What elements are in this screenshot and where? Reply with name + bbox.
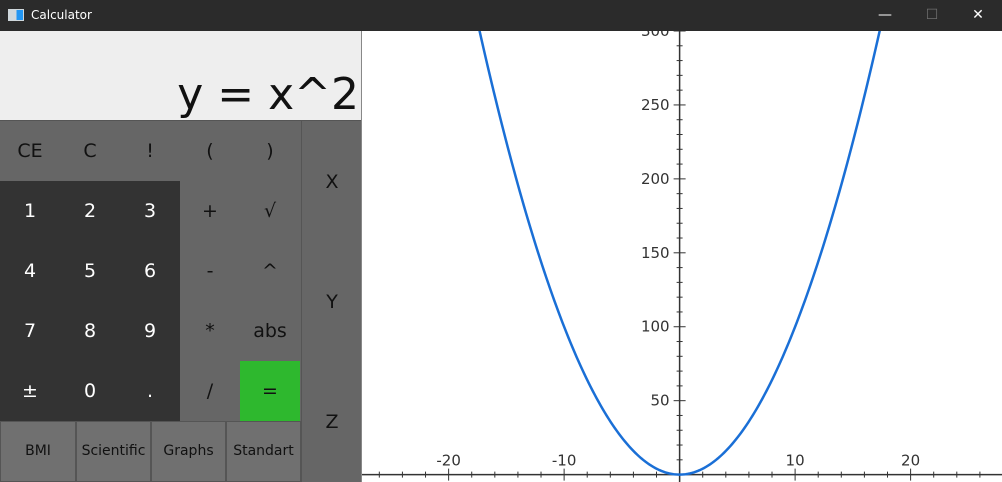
key-equals[interactable]: =	[240, 361, 300, 421]
key-8[interactable]: 8	[60, 301, 120, 361]
key-close-paren[interactable]: )	[266, 140, 274, 162]
graph-panel[interactable]: -20 -10 10 20 50 100 150 200 250 300	[361, 31, 1002, 482]
key-var-z[interactable]: Z	[325, 411, 339, 433]
mode-graphs-button[interactable]: Graphs	[151, 421, 226, 482]
mode-bmi-button[interactable]: BMI	[0, 421, 76, 482]
key-4[interactable]: 4	[0, 241, 60, 301]
key-5[interactable]: 5	[60, 241, 120, 301]
key-7[interactable]: 7	[0, 301, 60, 361]
x-tick-label: 20	[901, 452, 920, 470]
mode-standard-button[interactable]: Standart	[226, 421, 301, 482]
y-tick-label: 150	[641, 244, 670, 262]
y-tick-label: 200	[641, 170, 670, 188]
key-c[interactable]: C	[83, 140, 97, 162]
key-plus-minus[interactable]: ±	[0, 361, 60, 421]
maximize-button[interactable]: ☐	[925, 7, 939, 23]
expression-text: y = x^2	[177, 69, 359, 120]
close-button[interactable]: ✕	[972, 7, 984, 23]
key-0[interactable]: 0	[60, 361, 120, 421]
graph-plot[interactable]: -20 -10 10 20 50 100 150 200 250 300	[362, 31, 1002, 482]
expression-display: y = x^2	[0, 31, 361, 121]
key-open-paren[interactable]: (	[206, 140, 214, 162]
series-curve	[478, 31, 881, 476]
key-1[interactable]: 1	[0, 181, 60, 241]
key-power[interactable]: ^	[262, 260, 278, 282]
key-2[interactable]: 2	[60, 181, 120, 241]
variable-panel: X Y Z	[301, 121, 361, 482]
key-sqrt[interactable]: √	[263, 200, 277, 222]
key-plus[interactable]: +	[202, 200, 218, 222]
key-factorial[interactable]: !	[146, 140, 154, 162]
mode-bar: BMI Scientific Graphs Standart	[0, 421, 301, 482]
key-9[interactable]: 9	[120, 301, 180, 361]
title-bar: Calculator — ☐ ✕	[0, 0, 1002, 31]
key-var-y[interactable]: Y	[326, 291, 338, 313]
key-decimal[interactable]: .	[120, 361, 180, 421]
y-tick-label: 250	[641, 96, 670, 114]
minimize-button[interactable]: —	[878, 7, 892, 23]
y-tick-label: 50	[651, 392, 670, 410]
key-abs[interactable]: abs	[253, 320, 287, 342]
app-icon	[8, 9, 24, 21]
key-divide[interactable]: /	[206, 380, 214, 402]
key-var-x[interactable]: X	[325, 171, 339, 193]
mode-scientific-button[interactable]: Scientific	[76, 421, 151, 482]
key-minus[interactable]: -	[206, 260, 214, 282]
keypad: CE C ! ( ) 1 2 3 + √ 4 5 6 - ^ 7 8 9 * a…	[0, 121, 301, 421]
key-multiply[interactable]: *	[205, 320, 215, 342]
key-6[interactable]: 6	[120, 241, 180, 301]
y-tick-label: 300	[641, 31, 670, 40]
x-tick-label: -20	[436, 452, 461, 470]
x-tick-label: 10	[786, 452, 805, 470]
key-3[interactable]: 3	[120, 181, 180, 241]
key-ce[interactable]: CE	[17, 140, 43, 162]
x-tick-label: -10	[552, 452, 577, 470]
window-title: Calculator	[31, 8, 92, 22]
y-tick-label: 100	[641, 318, 670, 336]
